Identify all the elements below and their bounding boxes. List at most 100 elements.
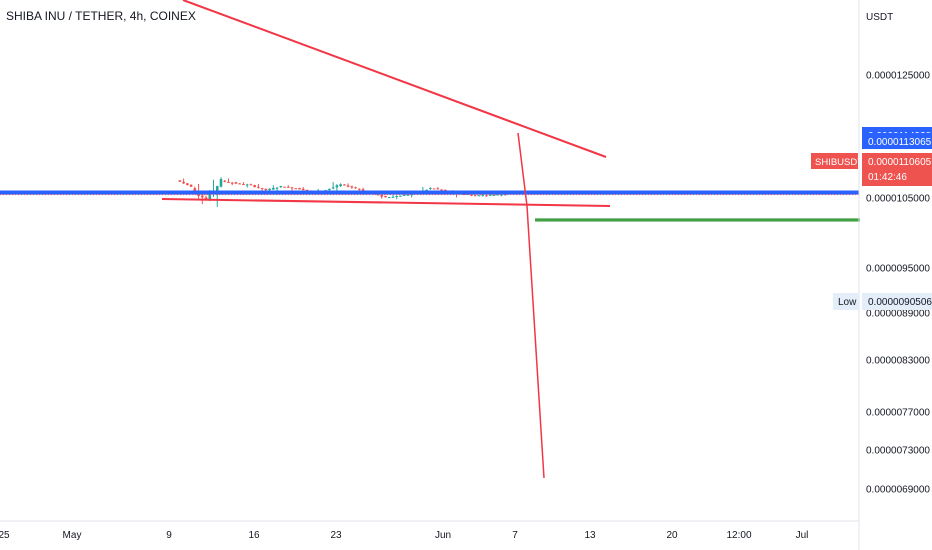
- candle-body: [500, 194, 503, 196]
- candle-body: [264, 188, 268, 191]
- candle-body: [477, 195, 481, 197]
- low-value-label: 0.0000090506: [868, 297, 932, 308]
- candle-body: [391, 196, 395, 198]
- target-zone: [535, 218, 860, 222]
- x-tick-label: 20: [666, 530, 678, 541]
- time-axis[interactable]: 25 May 9 16 23 Jun 7 13 20 12:00 Jul: [0, 520, 859, 541]
- candle-body: [249, 184, 253, 186]
- candle-body: [290, 187, 294, 189]
- candle-body: [242, 184, 245, 186]
- candle-body: [470, 194, 473, 196]
- candle-body: [492, 195, 496, 197]
- level-lower-tag: [862, 133, 932, 149]
- candle-body: [440, 189, 443, 191]
- price-axis[interactable]: USDT 0.0000125000 0.0000105000 0.000009500…: [858, 0, 930, 550]
- candle-body: [253, 185, 256, 188]
- candle-body: [294, 188, 298, 190]
- candle-body: [335, 185, 339, 188]
- candle-body: [227, 181, 230, 183]
- candle-body: [436, 188, 440, 190]
- candle-body: [283, 186, 286, 188]
- x-tick-label: 25: [0, 530, 10, 541]
- candle-body: [238, 183, 241, 185]
- candle-body: [268, 188, 271, 191]
- candle-body: [399, 195, 402, 197]
- candle-body: [503, 194, 507, 196]
- x-tick-label: 12:00: [726, 530, 751, 541]
- candle-body: [473, 195, 477, 197]
- candle-body: [305, 189, 309, 191]
- y-tick-label: 0.0000069000: [866, 485, 930, 496]
- candle-body: [275, 187, 279, 189]
- y-tick-label: 0.0000083000: [866, 356, 930, 367]
- ticker-tag: [811, 153, 858, 169]
- currency-label: USDT: [866, 12, 893, 23]
- candle-body: [481, 195, 485, 197]
- candle-body: [343, 184, 346, 186]
- candle-body: [200, 195, 204, 198]
- candle-body: [496, 194, 499, 196]
- x-tick-label: Jul: [796, 530, 809, 541]
- x-tick-label: May: [63, 530, 82, 541]
- symbol-title: SHIBA INU / TETHER, 4h, COINEX: [6, 9, 196, 23]
- candle-body: [350, 186, 354, 188]
- low-value-tag: [862, 293, 932, 310]
- candle-body: [204, 197, 208, 200]
- candle-body: [444, 189, 447, 191]
- y-tick-label: 0.0000077000: [866, 408, 930, 419]
- candle-body: [208, 191, 212, 201]
- candle-body: [328, 188, 331, 191]
- price-labels: 0.0000114938 0.0000113065 SHIBUSDT 0.000…: [811, 127, 932, 310]
- candle-body: [301, 188, 305, 191]
- current-price-tag: [862, 153, 932, 186]
- candle-body: [380, 194, 384, 197]
- descending-trendline: [182, 0, 607, 158]
- candle-body: [402, 194, 406, 196]
- candle-body: [286, 186, 290, 188]
- candle-body: [429, 188, 432, 190]
- candle-body: [384, 195, 387, 198]
- y-tick-label: 0.0000105000: [866, 194, 930, 205]
- x-tick-label: Jun: [435, 530, 451, 541]
- candle-body: [406, 194, 410, 196]
- current-price-label: 0.0000110605: [868, 157, 932, 168]
- candle-body: [230, 182, 234, 184]
- low-tag: [833, 293, 859, 310]
- candle-body: [488, 194, 492, 196]
- candle-body: [215, 186, 219, 191]
- y-tick-label: 0.0000125000: [866, 71, 930, 82]
- candle-body: [331, 187, 335, 189]
- candle-body: [272, 187, 275, 190]
- low-tag-label: Low: [838, 297, 857, 308]
- candle-body: [354, 187, 357, 189]
- candle-body: [189, 184, 193, 187]
- support-line: [161, 198, 611, 207]
- ticker-label: SHIBUSDT: [815, 157, 863, 168]
- candle-body: [279, 186, 283, 188]
- candle-body: [339, 184, 342, 186]
- candle-body: [234, 182, 238, 184]
- candle-body: [223, 180, 227, 182]
- y-tick-label: 0.0000095000: [866, 264, 930, 275]
- candle-body: [358, 188, 361, 190]
- candle-body: [432, 188, 436, 190]
- y-tick-label: 0.0000073000: [866, 446, 930, 457]
- candle-body: [387, 197, 391, 199]
- candle-body: [260, 187, 264, 189]
- x-tick-label: 16: [248, 530, 260, 541]
- candle-body: [186, 183, 189, 185]
- candle-body: [361, 189, 365, 192]
- x-tick-label: 9: [166, 530, 172, 541]
- level-lower-label: 0.0000113065: [868, 137, 932, 148]
- candle-body: [178, 180, 182, 182]
- y-tick-label: 0.0000089000: [866, 309, 930, 320]
- countdown-label: 01:42:46: [868, 172, 907, 183]
- candle-body: [182, 181, 185, 184]
- plot-area[interactable]: [0, 0, 860, 479]
- candle-body: [298, 187, 301, 190]
- candle-body: [485, 195, 488, 197]
- projected-drop-path: [517, 132, 545, 479]
- x-tick-label: 13: [584, 530, 596, 541]
